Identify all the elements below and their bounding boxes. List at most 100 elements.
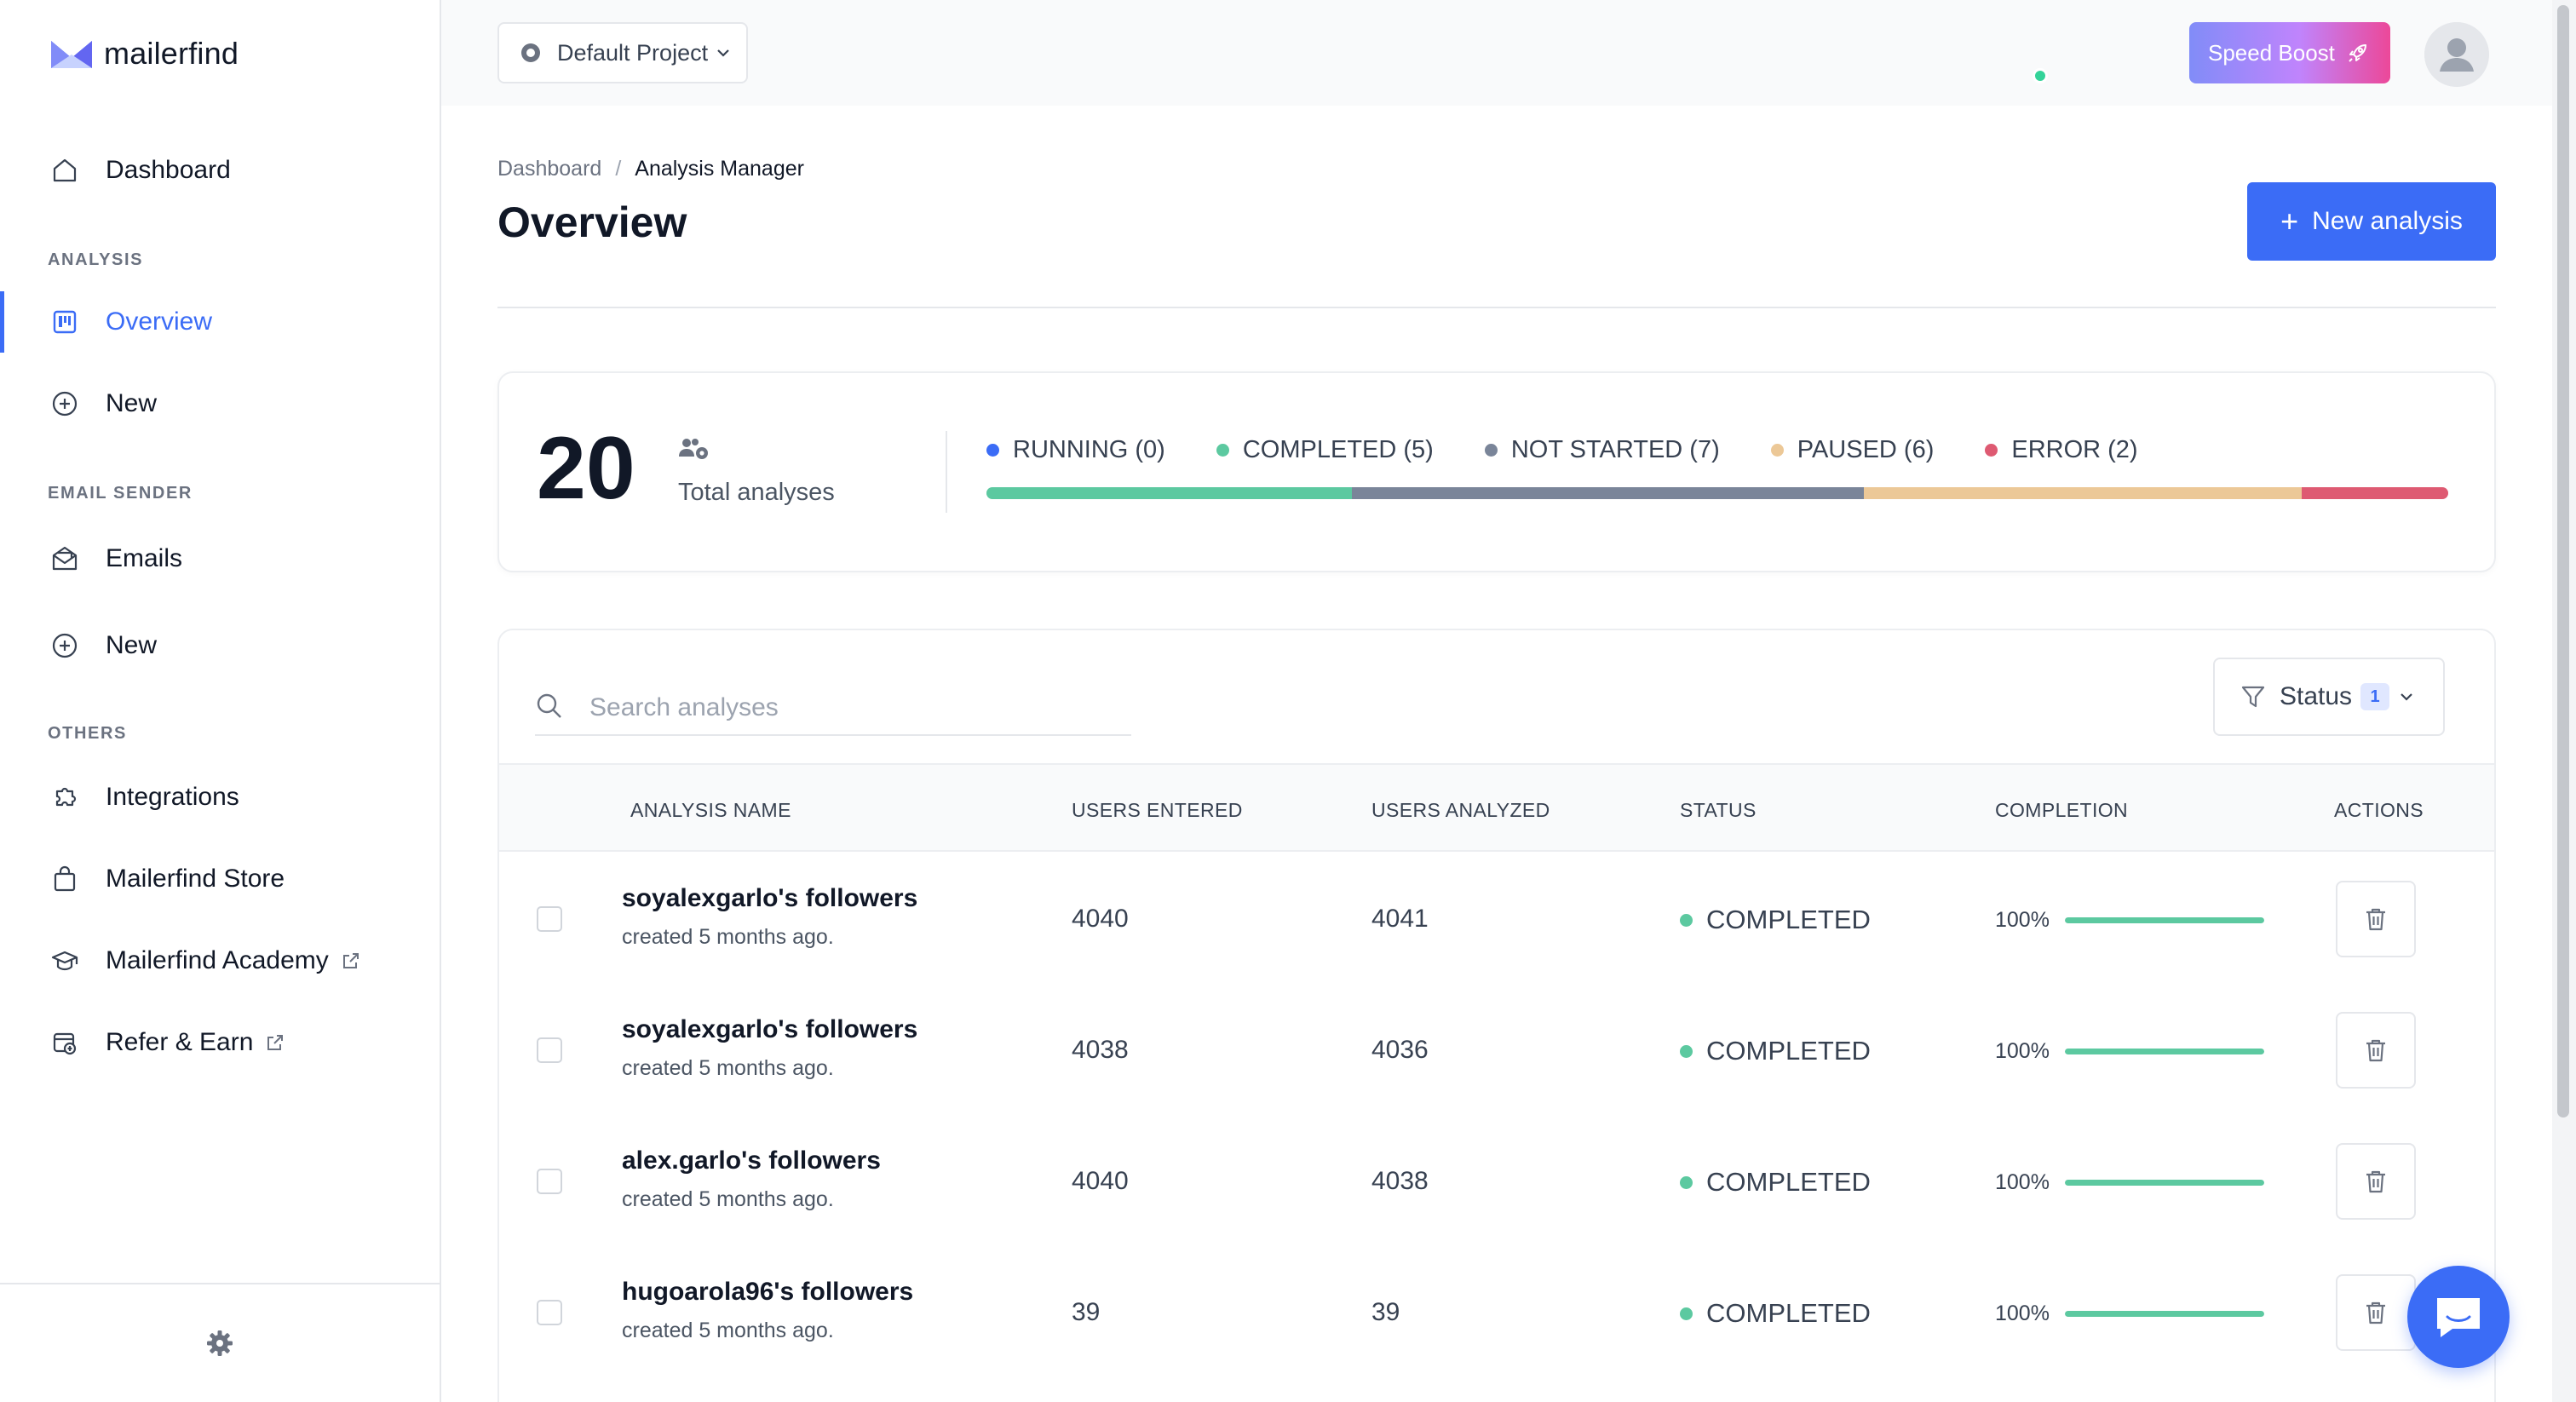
status-filter-button[interactable]: Status 1 (2213, 658, 2445, 736)
sidebar-footer (0, 1283, 440, 1402)
table-row[interactable]: soyalexgarlo's followers created 5 months… (499, 852, 2494, 983)
column-status[interactable]: STATUS (1680, 799, 1757, 821)
status-distribution-bar (986, 487, 2448, 499)
analysis-name[interactable]: alex.garlo's followers (622, 1146, 881, 1175)
user-avatar[interactable] (2424, 22, 2489, 87)
completion-progress-fill (2065, 1180, 2264, 1186)
section-label-analysis: ANALYSIS (48, 250, 144, 269)
new-analysis-button[interactable]: + New analysis (2247, 182, 2496, 261)
search-input[interactable] (589, 687, 1118, 729)
delete-button[interactable] (2336, 1143, 2416, 1220)
table-row[interactable]: alex.garlo's followers created 5 months a… (499, 1114, 2494, 1245)
search-box (535, 683, 1131, 736)
status-bar-segment (986, 487, 1352, 499)
analysis-name[interactable]: soyalexgarlo's followers (622, 1015, 918, 1043)
graduation-cap-icon (49, 945, 80, 976)
chevron-down-icon (717, 49, 729, 57)
filter-icon (2241, 686, 2265, 708)
completion-progress-bar (2065, 1049, 2264, 1054)
gift-icon (49, 1027, 80, 1058)
row-checkbox[interactable] (537, 1037, 562, 1063)
status-dot (1216, 444, 1229, 457)
users-analyzed: 39 (1371, 1298, 1400, 1326)
analyses-table-card: Status 1 ANALYSIS NAME USERS ENTERED USE… (497, 629, 2496, 1402)
plus-icon: + (2280, 204, 2299, 238)
project-selector[interactable]: Default Project (497, 22, 748, 83)
sidebar-item-refer-earn[interactable]: Refer & Earn (0, 1012, 440, 1073)
legend-completed: COMPLETED (5) (1216, 436, 1434, 464)
users-entered: 39 (1072, 1298, 1101, 1326)
sidebar: mailerfind Dashboard ANALYSIS Overview N… (0, 0, 441, 1402)
online-status-dot (2033, 68, 2048, 83)
search-icon (537, 693, 561, 718)
table-row[interactable]: hugoarola96's followers created 5 months … (499, 1245, 2494, 1376)
analysis-name[interactable]: soyalexgarlo's followers (622, 884, 918, 912)
column-actions: ACTIONS (2334, 799, 2424, 821)
status-filter-label: Status (2280, 682, 2353, 710)
legend-paused: PAUSED (6) (1770, 436, 1934, 464)
trash-icon (2366, 908, 2385, 931)
sidebar-item-label: Refer & Earn (106, 1028, 254, 1056)
sidebar-item-emails[interactable]: Emails (0, 528, 440, 589)
breadcrumb: Dashboard / Analysis Manager (497, 157, 804, 181)
row-checkbox[interactable] (537, 906, 562, 932)
created-time: created 5 months ago. (622, 1319, 834, 1342)
column-users-entered[interactable]: USERS ENTERED (1072, 799, 1243, 821)
table-header: ANALYSIS NAME USERS ENTERED USERS ANALYZ… (499, 763, 2494, 852)
completion-progress-bar (2065, 1311, 2264, 1317)
plus-circle-icon (49, 388, 80, 419)
speed-boost-button[interactable]: Speed Boost (2189, 22, 2390, 83)
analysis-name[interactable]: hugoarola96's followers (622, 1278, 914, 1306)
breadcrumb-current: Analysis Manager (635, 157, 804, 181)
row-checkbox[interactable] (537, 1300, 562, 1325)
status-bar-segment (2302, 487, 2448, 499)
total-analyses-label: Total analyses (678, 479, 835, 506)
status-filter-count: 1 (2360, 683, 2390, 710)
table-row[interactable]: soyalexgarlo's followers created 5 months… (499, 983, 2494, 1114)
legend-not-started: NOT STARTED (7) (1484, 436, 1720, 464)
sidebar-item-label: Dashboard (106, 156, 231, 184)
chevron-down-icon (2401, 693, 2412, 701)
status-dot (1985, 444, 1998, 457)
section-label-others: OTHERS (48, 724, 127, 743)
legend-running: RUNNING (0) (986, 436, 1165, 464)
sidebar-item-label: Overview (106, 307, 213, 336)
sidebar-item-new-email[interactable]: New (0, 615, 440, 676)
sidebar-item-dashboard[interactable]: Dashboard (0, 140, 440, 201)
completion-percent: 100% (1995, 1301, 2050, 1325)
status-dot (1680, 1044, 1693, 1058)
sidebar-item-integrations[interactable]: Integrations (0, 767, 440, 828)
sidebar-item-academy[interactable]: Mailerfind Academy (0, 930, 440, 991)
column-users-analyzed[interactable]: USERS ANALYZED (1371, 799, 1550, 821)
breadcrumb-separator: / (615, 157, 622, 181)
column-completion[interactable]: COMPLETION (1995, 799, 2129, 821)
status-dot (1680, 913, 1693, 927)
sidebar-item-overview[interactable]: Overview (0, 291, 440, 353)
breadcrumb-dashboard[interactable]: Dashboard (497, 157, 602, 181)
page-scrollbar-thumb[interactable] (2557, 5, 2569, 1118)
chat-widget-button[interactable] (2407, 1266, 2510, 1368)
delete-button[interactable] (2336, 1274, 2416, 1351)
delete-button[interactable] (2336, 881, 2416, 957)
created-time: created 5 months ago. (622, 1187, 834, 1211)
status-label: COMPLETED (1706, 1167, 1871, 1197)
column-analysis-name[interactable]: ANALYSIS NAME (630, 799, 791, 821)
users-analyzed: 4038 (1371, 1167, 1429, 1195)
project-icon (521, 43, 540, 62)
new-analysis-label: New analysis (2312, 207, 2463, 235)
header-divider (497, 307, 2496, 308)
delete-button[interactable] (2336, 1012, 2416, 1089)
status-badge: COMPLETED (1680, 905, 1871, 935)
stats-separator (946, 431, 947, 513)
brand-logo[interactable]: mailerfind (49, 36, 239, 72)
users-gear-icon (679, 439, 708, 459)
status-label: COMPLETED (1706, 1036, 1871, 1066)
status-label: COMPLETED (1706, 905, 1871, 934)
sidebar-item-new-analysis[interactable]: New (0, 373, 440, 434)
section-label-email-sender: EMAIL SENDER (48, 484, 193, 503)
users-entered: 4040 (1072, 1167, 1129, 1195)
status-badge: COMPLETED (1680, 1298, 1871, 1329)
gear-icon[interactable] (205, 1329, 234, 1358)
row-checkbox[interactable] (537, 1169, 562, 1194)
sidebar-item-store[interactable]: Mailerfind Store (0, 848, 440, 910)
